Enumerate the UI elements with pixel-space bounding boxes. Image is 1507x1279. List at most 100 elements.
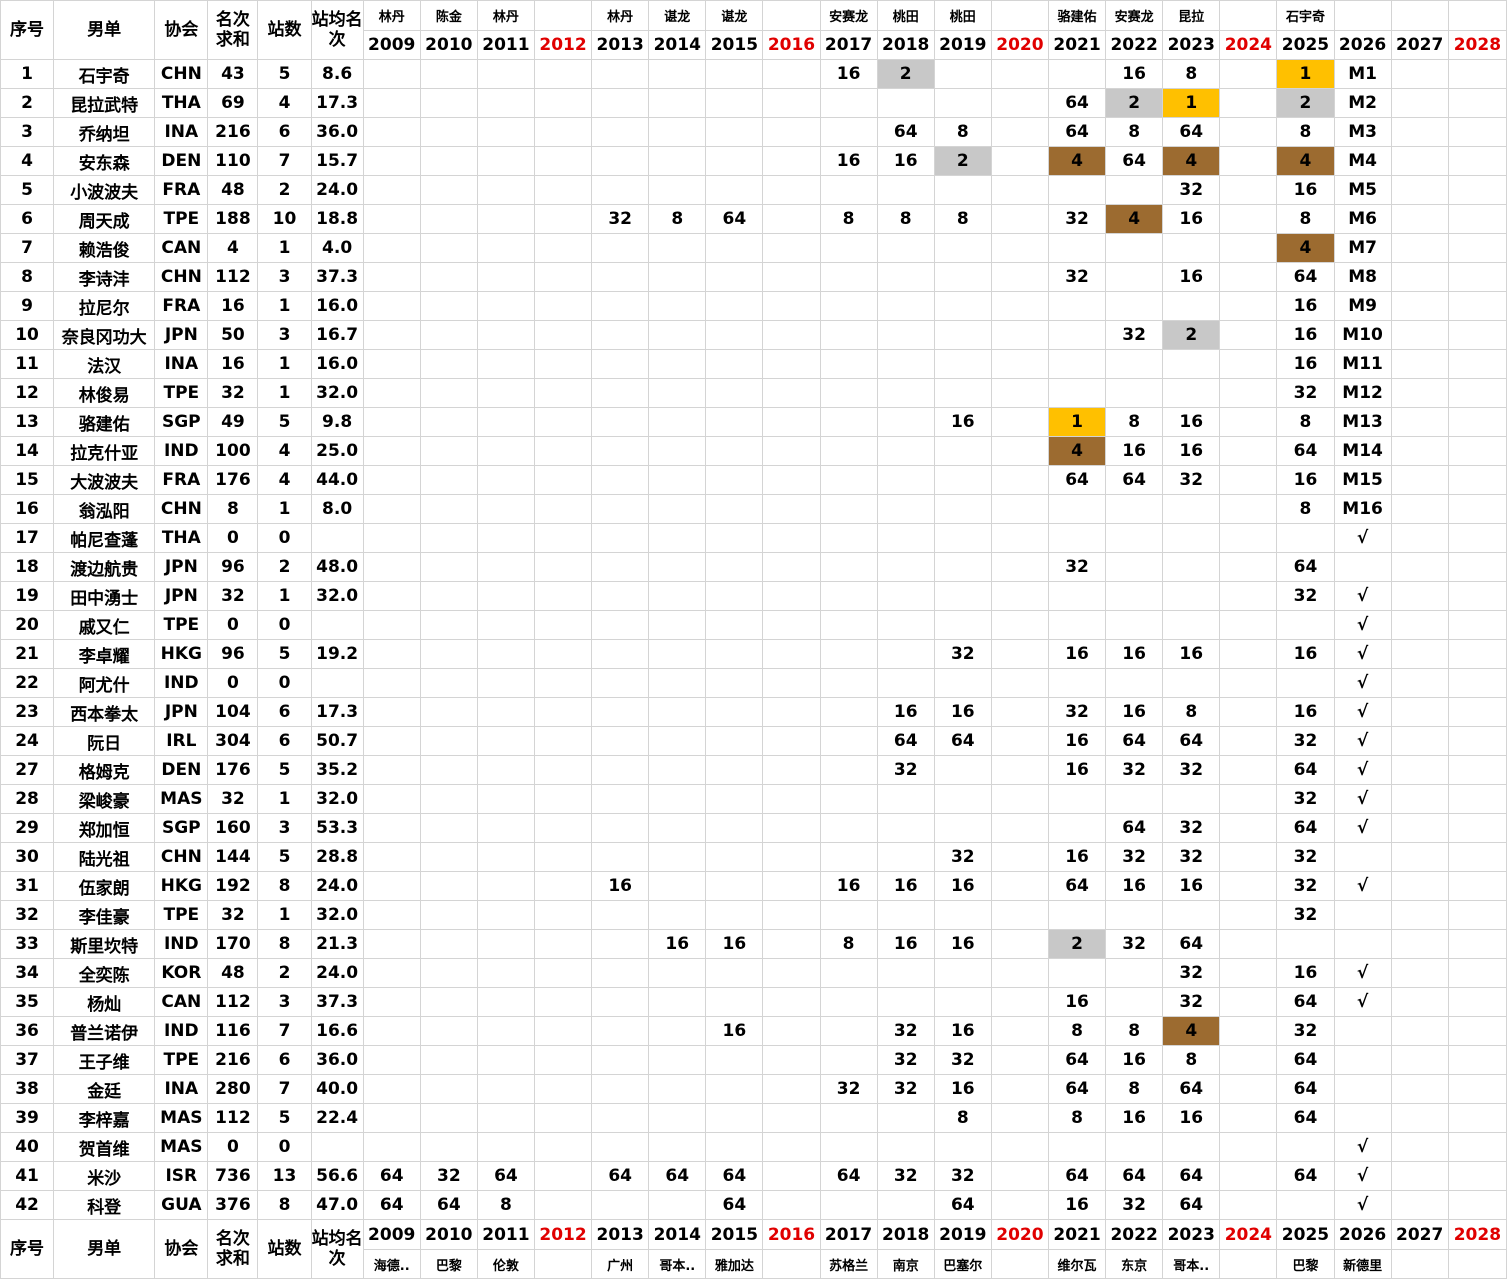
cell-rank-2010 — [419, 262, 478, 292]
cell-rank-2012 — [533, 581, 593, 611]
cell-rank-2013: 16 — [591, 871, 650, 901]
cell-index: 40 — [0, 1132, 55, 1162]
cell-rank-2028 — [1447, 59, 1507, 89]
cell-rank-2020 — [990, 813, 1049, 843]
cell-rank-2016 — [762, 900, 821, 930]
cell-rank-2026: √ — [1333, 813, 1392, 843]
cell-rank-2026: M9 — [1333, 291, 1392, 321]
cell-events: 1 — [257, 378, 312, 408]
top-champion-2015: 谌龙 — [705, 0, 764, 31]
cell-rank-2017 — [819, 784, 878, 814]
cell-rank-sum: 176 — [207, 755, 259, 785]
cell-rank-2024 — [1219, 349, 1278, 379]
cell-rank-2028 — [1447, 1190, 1507, 1220]
cell-index: 39 — [0, 1103, 55, 1133]
cell-rank-2023: 32 — [1162, 175, 1221, 205]
cell-rank-sum: 96 — [207, 552, 259, 582]
cell-rank-2021: 16 — [1047, 842, 1107, 872]
cell-rank-2011 — [476, 320, 535, 350]
cell-rank-2010 — [419, 784, 478, 814]
cell-rank-2014 — [648, 871, 707, 901]
cell-rank-2013 — [591, 900, 650, 930]
cell-assoc: DEN — [154, 146, 209, 176]
top-year-2013: 2013 — [591, 30, 650, 60]
cell-rank-2021 — [1047, 291, 1107, 321]
cell-player-name: 拉克什亚 — [53, 436, 156, 466]
cell-rank-2021: 16 — [1047, 726, 1107, 756]
top-year-2010: 2010 — [419, 30, 478, 60]
table-row: 16 翁泓阳 CHN 8 1 8.0 8 M16 — [0, 494, 1507, 524]
cell-rank-2016 — [762, 59, 821, 89]
cell-rank-2009 — [362, 146, 421, 176]
cell-rank-2023: 64 — [1162, 1190, 1221, 1220]
cell-rank-2015: 64 — [705, 1190, 764, 1220]
cell-rank-2027 — [1390, 523, 1449, 553]
cell-player-name: 李佳豪 — [53, 900, 156, 930]
cell-rank-2010 — [419, 842, 478, 872]
cell-rank-2023 — [1162, 668, 1221, 698]
cell-rank-2024 — [1219, 175, 1278, 205]
cell-assoc: FRA — [154, 175, 209, 205]
cell-events: 4 — [257, 88, 312, 118]
cell-rank-2010 — [419, 813, 478, 843]
cell-rank-2026: M11 — [1333, 349, 1392, 379]
cell-rank-2017 — [819, 581, 878, 611]
cell-rank-2015 — [705, 378, 764, 408]
cell-rank-2016 — [762, 958, 821, 988]
cell-rank-2024 — [1219, 552, 1278, 582]
cell-rank-2023: 32 — [1162, 958, 1221, 988]
cell-rank-2013 — [591, 639, 650, 669]
cell-rank-2009 — [362, 871, 421, 901]
cell-rank-2011 — [476, 465, 535, 495]
cell-rank-sum: 0 — [207, 668, 259, 698]
cell-rank-2015 — [705, 1074, 764, 1104]
cell-rank-2020 — [990, 349, 1049, 379]
bottom-venue-2020 — [990, 1249, 1049, 1279]
cell-rank-2018 — [876, 465, 935, 495]
cell-rank-2013 — [591, 117, 650, 147]
top-year-2016: 2016 — [762, 30, 821, 60]
cell-avg-rank: 22.4 — [310, 1103, 364, 1133]
cell-rank-2017 — [819, 88, 878, 118]
cell-index: 32 — [0, 900, 55, 930]
cell-rank-2016 — [762, 262, 821, 292]
cell-rank-2010 — [419, 958, 478, 988]
table-row: 19 田中湧士 JPN 32 1 32.0 32 √ — [0, 581, 1507, 611]
cell-rank-2011 — [476, 88, 535, 118]
cell-rank-2015 — [705, 1132, 764, 1162]
cell-rank-2023: 8 — [1162, 59, 1221, 89]
cell-rank-2015 — [705, 175, 764, 205]
cell-rank-2015: 64 — [705, 1161, 764, 1191]
cell-rank-2009 — [362, 1045, 421, 1075]
cell-rank-2016 — [762, 523, 821, 553]
cell-rank-2018: 32 — [876, 1045, 935, 1075]
cell-rank-2015 — [705, 552, 764, 582]
cell-rank-sum: 32 — [207, 378, 259, 408]
cell-rank-2022 — [1105, 784, 1164, 814]
cell-rank-2021 — [1047, 610, 1107, 640]
cell-avg-rank — [310, 668, 364, 698]
cell-rank-2028 — [1447, 320, 1507, 350]
cell-index: 13 — [0, 407, 55, 437]
cell-assoc: GUA — [154, 1190, 209, 1220]
cell-rank-2016 — [762, 378, 821, 408]
cell-rank-2027 — [1390, 726, 1449, 756]
bottom-venue-2014: 哥本.. — [648, 1249, 707, 1279]
cell-rank-2010 — [419, 668, 478, 698]
cell-rank-2018 — [876, 987, 935, 1017]
cell-rank-2022: 16 — [1105, 1045, 1164, 1075]
cell-rank-2013 — [591, 320, 650, 350]
cell-assoc: MAS — [154, 1132, 209, 1162]
cell-rank-2021 — [1047, 958, 1107, 988]
cell-rank-2010 — [419, 349, 478, 379]
bottom-venue-2022: 东京 — [1105, 1249, 1164, 1279]
table-row: 17 帕尼查蓬 THA 0 0 √ — [0, 523, 1507, 553]
cell-rank-2023 — [1162, 349, 1221, 379]
cell-rank-2021 — [1047, 668, 1107, 698]
cell-rank-2021: 32 — [1047, 262, 1107, 292]
cell-rank-2016 — [762, 1045, 821, 1075]
cell-rank-2016 — [762, 1161, 821, 1191]
cell-rank-2025: 64 — [1276, 755, 1335, 785]
cell-rank-2022: 8 — [1105, 407, 1164, 437]
cell-rank-2018 — [876, 233, 935, 263]
